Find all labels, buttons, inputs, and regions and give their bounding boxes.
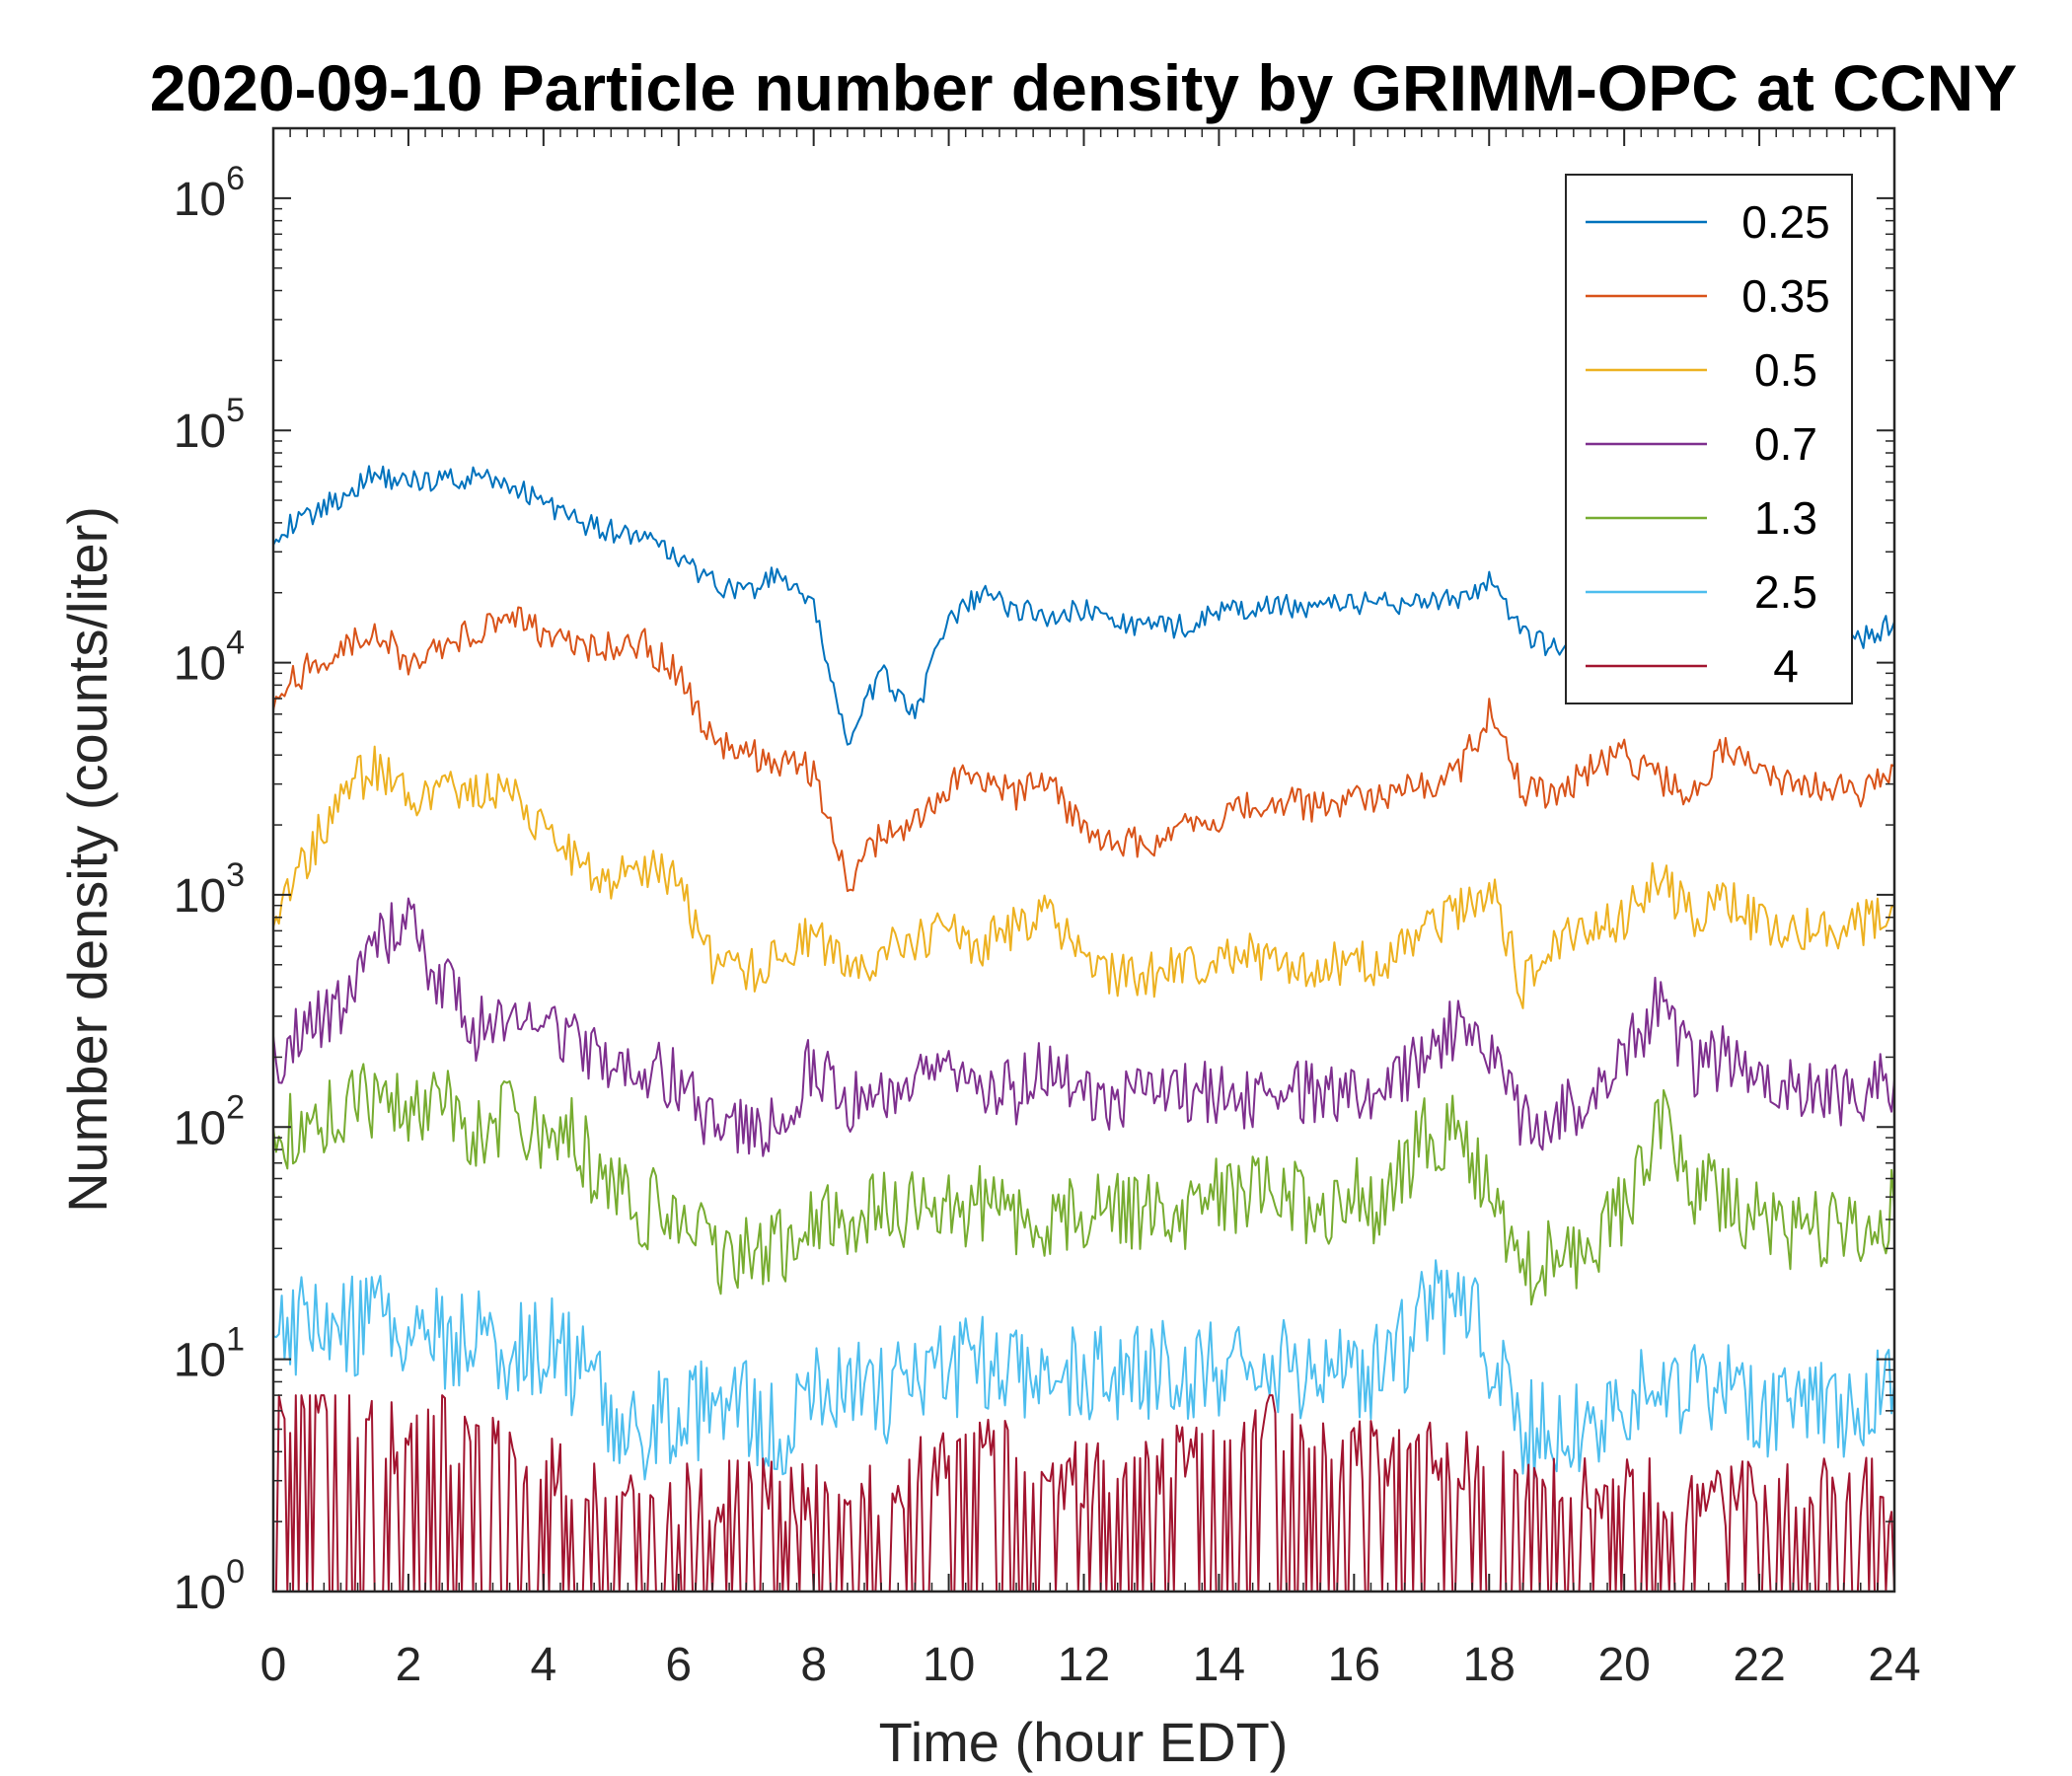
y-tick-labels: 100 101 102 103 104 105 106 bbox=[174, 160, 245, 1619]
x-tick-label: 20 bbox=[1597, 1639, 1650, 1691]
series-layer bbox=[272, 465, 1895, 1592]
minor-ticks bbox=[273, 127, 1894, 1591]
legend-entries: 0.25 0.35 0.5 0.7 1.3 2.5 4 bbox=[1586, 196, 1830, 692]
legend-label-0.25: 0.25 bbox=[1741, 196, 1830, 248]
y-axis-label: Number density (counts/liter) bbox=[56, 506, 118, 1213]
x-tick-label: 6 bbox=[665, 1639, 692, 1691]
y-tick-label: 103 bbox=[174, 856, 245, 923]
legend-label-1.3: 1.3 bbox=[1754, 492, 1817, 544]
legend-box bbox=[1565, 174, 1853, 704]
legend: 0.25 0.35 0.5 0.7 1.3 2.5 4 bbox=[1565, 174, 1853, 704]
y-tick-label: 104 bbox=[174, 625, 245, 691]
series-line-0.7 bbox=[272, 897, 1895, 1157]
x-axis-label: Time (hour EDT) bbox=[879, 1711, 1289, 1773]
plot-area-frame bbox=[271, 126, 1896, 1593]
x-tick-label: 4 bbox=[530, 1639, 556, 1691]
x-tick-label: 10 bbox=[923, 1639, 975, 1691]
series-line-0.5 bbox=[272, 745, 1895, 1009]
y-tick-label: 100 bbox=[174, 1553, 245, 1619]
chart-title: 2020-09-10 Particle number density by GR… bbox=[150, 51, 2018, 124]
y-tick-label: 101 bbox=[174, 1321, 245, 1387]
y-tick-label: 102 bbox=[174, 1088, 245, 1154]
legend-label-0.35: 0.35 bbox=[1741, 270, 1830, 322]
x-tick-label: 8 bbox=[800, 1639, 827, 1691]
legend-label-4: 4 bbox=[1773, 640, 1799, 692]
x-tick-label: 0 bbox=[260, 1639, 287, 1691]
legend-label-0.7: 0.7 bbox=[1754, 418, 1817, 470]
x-tick-label: 14 bbox=[1193, 1639, 1245, 1691]
x-tick-label: 18 bbox=[1463, 1639, 1516, 1691]
x-tick-label: 16 bbox=[1328, 1639, 1380, 1691]
x-tick-labels: 0 2 4 6 8 10 12 14 16 18 20 22 24 bbox=[260, 1639, 1921, 1691]
series-line-1.3 bbox=[272, 1063, 1895, 1306]
x-tick-label: 22 bbox=[1733, 1639, 1785, 1691]
series-line-0.35 bbox=[272, 606, 1895, 893]
major-ticks bbox=[272, 128, 1895, 1592]
y-tick-label: 105 bbox=[174, 392, 245, 458]
x-tick-label: 12 bbox=[1058, 1639, 1110, 1691]
legend-label-0.5: 0.5 bbox=[1754, 344, 1817, 396]
series-line-2.5 bbox=[272, 1259, 1895, 1481]
x-tick-label: 2 bbox=[396, 1639, 422, 1691]
legend-label-2.5: 2.5 bbox=[1754, 566, 1817, 618]
y-tick-label: 106 bbox=[174, 160, 245, 226]
x-tick-label: 24 bbox=[1868, 1639, 1920, 1691]
